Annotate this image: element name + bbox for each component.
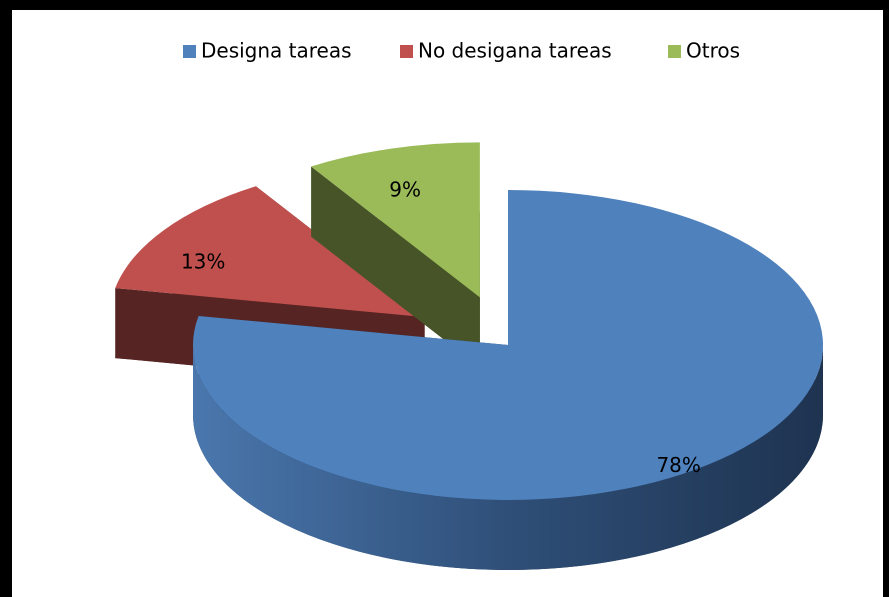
legend-swatch	[183, 45, 196, 58]
value-label: 78%	[656, 453, 700, 477]
slice-wall	[311, 166, 480, 368]
legend-text: Designa tareas	[201, 39, 352, 63]
legend-text: Otros	[686, 39, 740, 63]
legend-swatch	[668, 45, 681, 58]
slice	[311, 142, 480, 298]
slice-side	[193, 345, 823, 570]
slice	[115, 186, 425, 318]
value-label: 9%	[389, 177, 421, 201]
slice	[193, 190, 824, 501]
legend-text: No desigana tareas	[418, 39, 612, 63]
legend-swatch	[400, 45, 413, 58]
value-label: 13%	[181, 250, 225, 274]
